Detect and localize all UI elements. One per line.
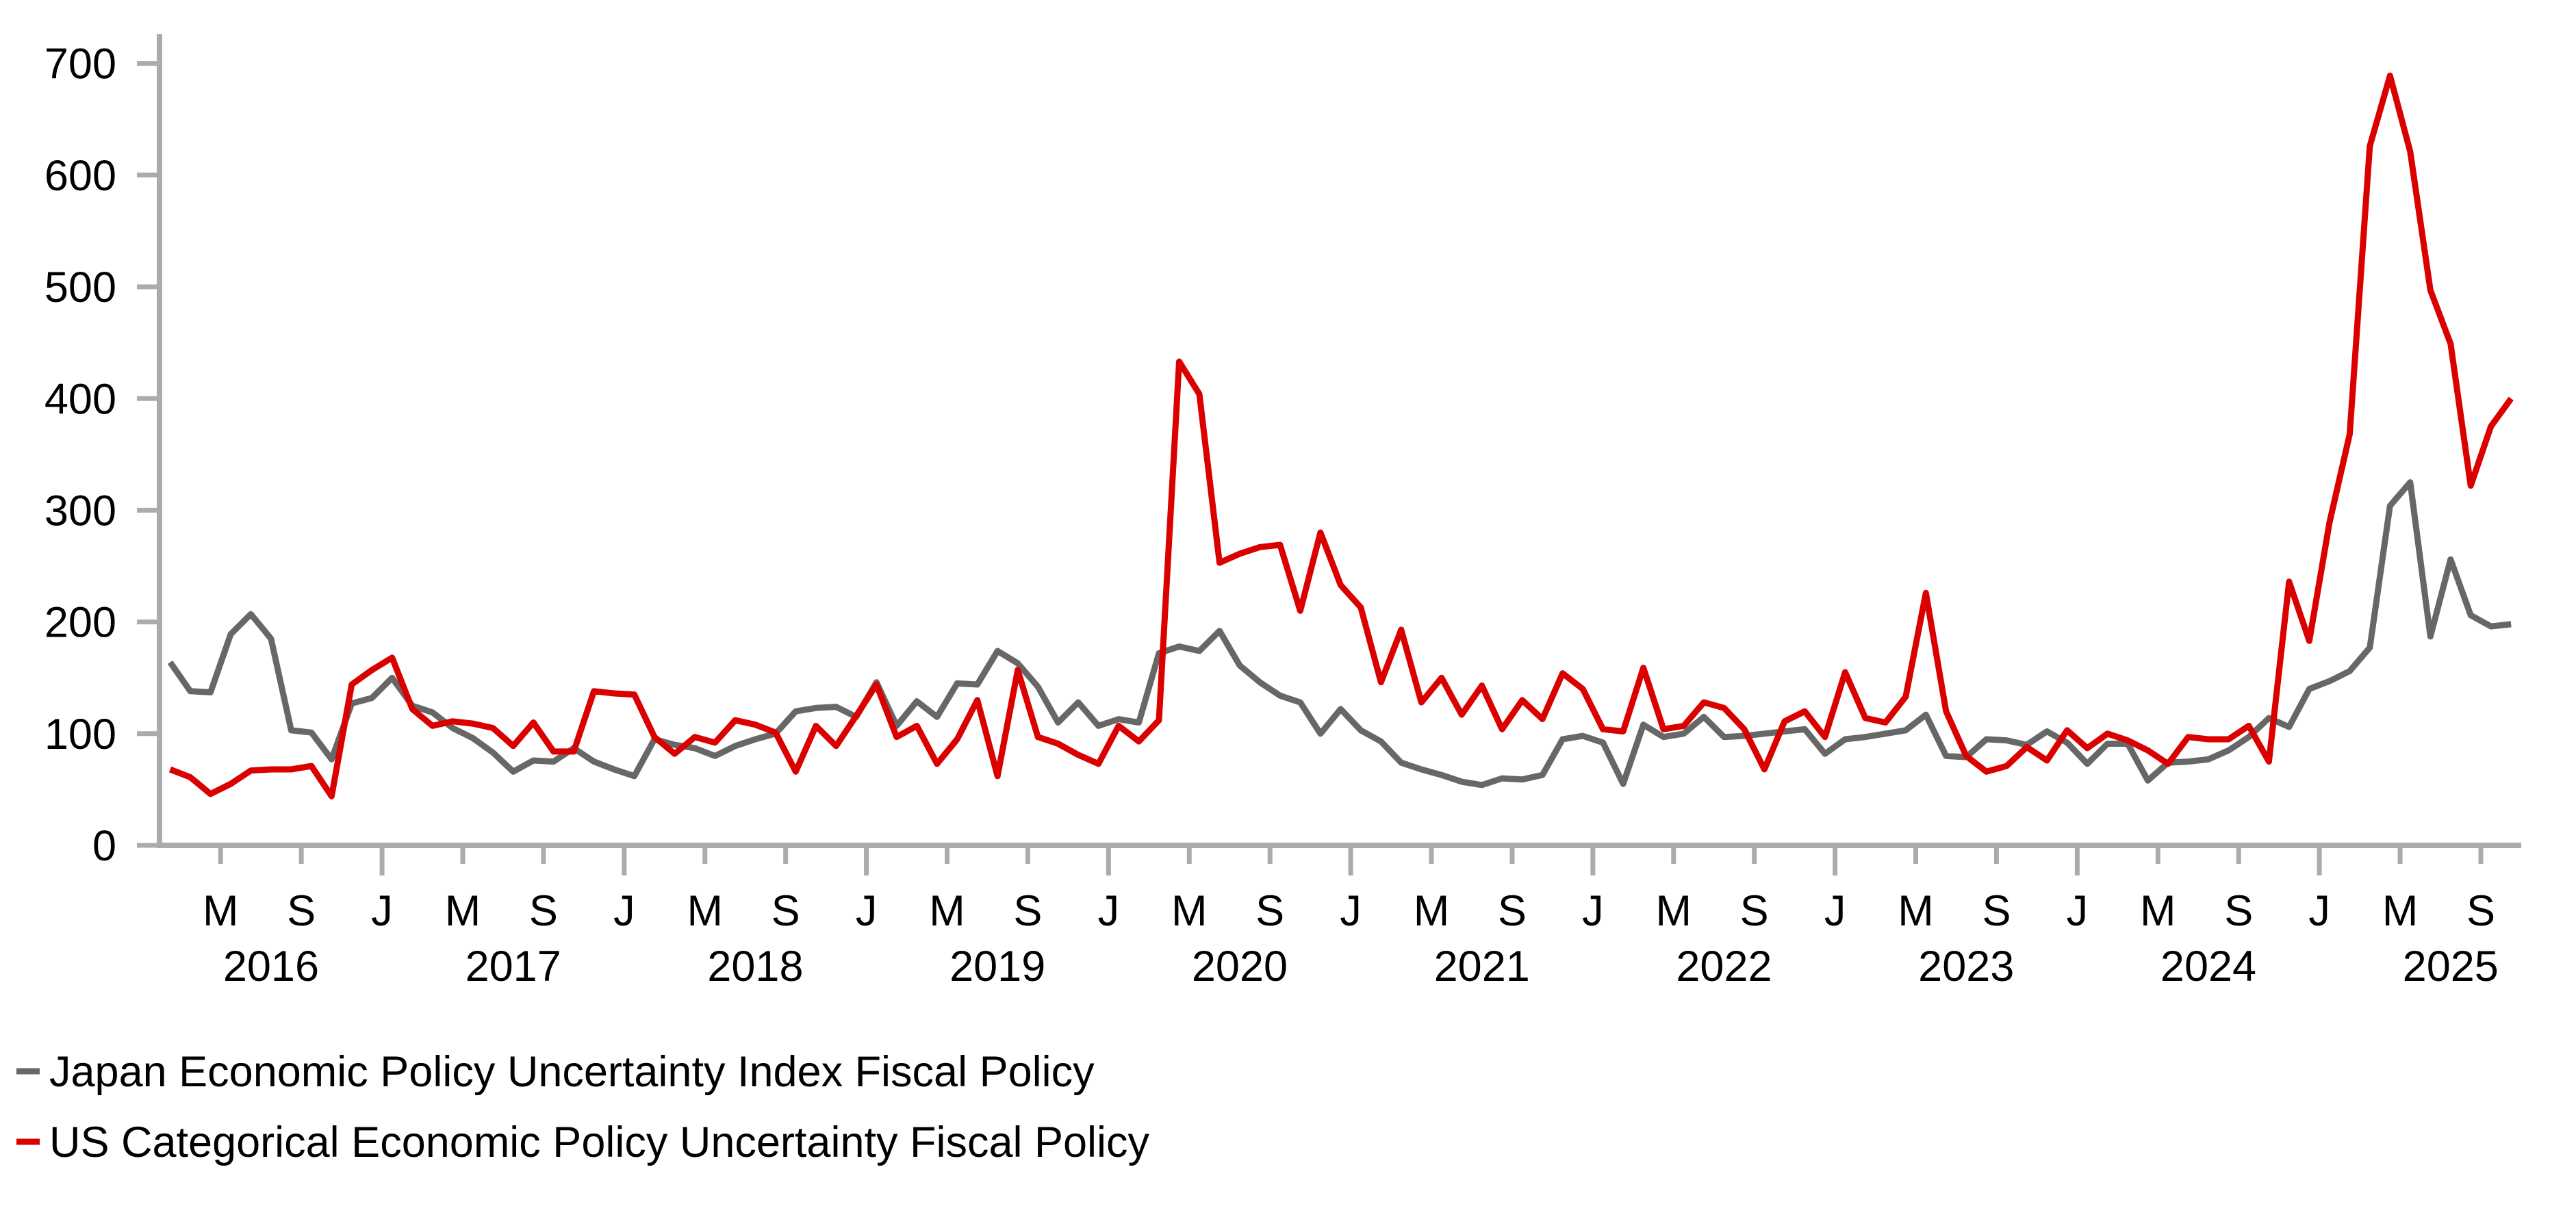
year-label-2018: 2018: [707, 943, 803, 990]
x-tick-label: M: [1414, 887, 1449, 935]
year-label-2016: 2016: [223, 943, 319, 990]
x-tick-label: S: [287, 887, 316, 935]
y-tick-label: 400: [44, 375, 116, 423]
legend-label-us: US Categorical Economic Policy Uncertain…: [49, 1118, 1150, 1166]
x-tick-label: S: [2466, 887, 2495, 935]
year-label-2021: 2021: [1434, 943, 1530, 990]
y-tick-label: 300: [44, 487, 116, 535]
x-tick-label: J: [1340, 887, 1362, 935]
x-tick-label: M: [929, 887, 965, 935]
axes: [157, 34, 2521, 848]
x-tick-label: J: [2308, 887, 2330, 935]
y-tick-label: 600: [44, 152, 116, 200]
x-tick-label: M: [1656, 887, 1692, 935]
x-tick-label: J: [1824, 887, 1846, 935]
x-tick-label: S: [1982, 887, 2011, 935]
year-label-2025: 2025: [2403, 943, 2499, 990]
series-line-japan: [167, 479, 2512, 789]
x-tick-label: M: [203, 887, 238, 935]
year-label-2024: 2024: [2160, 943, 2256, 990]
x-tick-label: J: [1098, 887, 1120, 935]
x-tick-label: M: [687, 887, 722, 935]
x-tick-label: M: [2140, 887, 2176, 935]
x-tick-label: S: [1740, 887, 1769, 935]
x-tick-label: M: [445, 887, 481, 935]
year-label-2017: 2017: [466, 943, 561, 990]
x-tick-label: S: [1255, 887, 1284, 935]
legend: Japan Economic Policy Uncertainty Index …: [16, 1048, 1150, 1166]
x-tick-label: S: [771, 887, 800, 935]
legend-label-japan: Japan Economic Policy Uncertainty Index …: [49, 1048, 1095, 1096]
year-label-2023: 2023: [1918, 943, 2014, 990]
y-tick-label: 200: [44, 599, 116, 647]
x-tick-label: J: [1582, 887, 1604, 935]
x-tick-label: S: [1013, 887, 1042, 935]
x-tick-label: S: [1498, 887, 1527, 935]
x-tick-label: S: [529, 887, 558, 935]
year-label-2022: 2022: [1676, 943, 1772, 990]
y-tick-label: 500: [44, 264, 116, 311]
y-tick-label: 0: [92, 822, 116, 870]
year-label-2019: 2019: [949, 943, 1045, 990]
x-tick-label: J: [2067, 887, 2089, 935]
y-axis-ticks: 0 100 200 300 400 500 600 700: [44, 40, 160, 870]
series-lines: [167, 73, 2514, 800]
series-line-us: [168, 73, 2514, 800]
x-tick-label: M: [1898, 887, 1933, 935]
y-tick-label: 100: [44, 711, 116, 758]
x-tick-label: M: [2382, 887, 2418, 935]
x-tick-label: J: [613, 887, 635, 935]
x-tick-label: M: [1171, 887, 1207, 935]
x-tick-label: J: [371, 887, 393, 935]
year-label-2020: 2020: [1192, 943, 1288, 990]
x-tick-label: S: [2224, 887, 2253, 935]
x-tick-label: J: [856, 887, 878, 935]
y-tick-label: 700: [44, 40, 116, 88]
